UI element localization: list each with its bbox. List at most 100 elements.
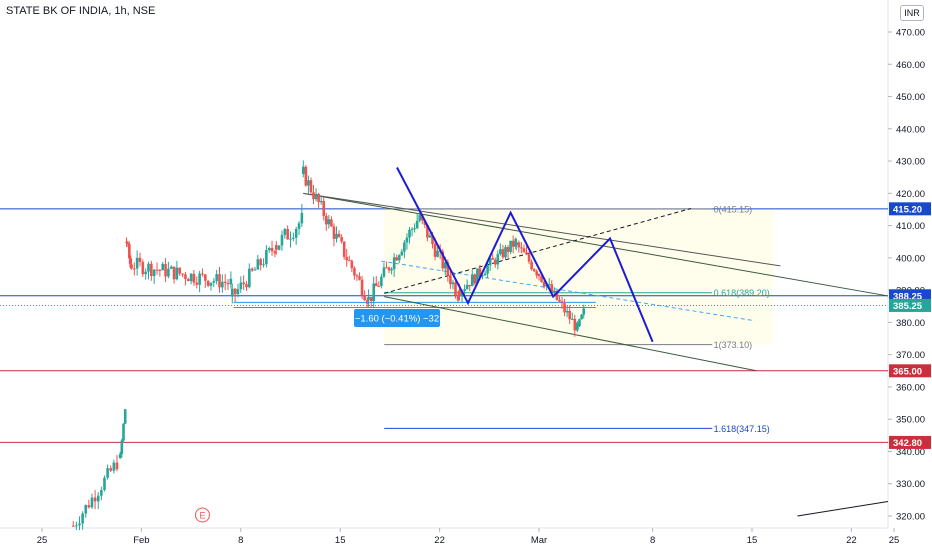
y-tick-label: 410.00 — [896, 221, 925, 232]
candle-body — [141, 261, 145, 275]
candle-body — [304, 166, 308, 186]
candle-body — [449, 275, 452, 285]
y-tick-label: 400.00 — [896, 253, 925, 264]
candle-body — [547, 284, 551, 286]
trend-line[interactable] — [797, 500, 889, 517]
candle-body — [535, 271, 539, 276]
candle-body — [317, 193, 320, 203]
candle-body — [155, 269, 159, 271]
candle-body — [297, 223, 301, 229]
x-tick-label: 22 — [846, 535, 857, 546]
y-tick-label: 470.00 — [896, 27, 925, 38]
candle-body — [576, 326, 579, 329]
candle-body — [71, 525, 75, 527]
candle-body — [158, 269, 162, 271]
candle-body — [130, 264, 133, 269]
candle-body — [560, 301, 564, 304]
candle-body — [511, 240, 515, 247]
candle-body — [120, 440, 124, 455]
y-tick-label: 360.00 — [896, 382, 925, 393]
candle-body — [426, 224, 429, 238]
candle-body — [122, 423, 125, 441]
candle-body — [400, 251, 404, 256]
fib-level-label: 0(415.15) — [714, 204, 753, 214]
candle-body — [504, 247, 507, 258]
midline-dashed[interactable] — [381, 260, 755, 322]
candle-body — [178, 267, 182, 274]
candle-body — [403, 242, 406, 252]
candle-body — [292, 237, 295, 239]
currency-button[interactable]: INR — [900, 5, 924, 21]
candle-body — [443, 262, 447, 269]
candle-body — [319, 200, 323, 203]
candle-body — [259, 259, 262, 266]
candle-body — [501, 249, 505, 258]
candle-body — [322, 200, 326, 217]
candle-body — [441, 251, 445, 269]
measure-badge[interactable] — [354, 309, 440, 327]
candle-body — [172, 266, 176, 280]
candle-body — [540, 276, 543, 282]
candle-body — [301, 166, 305, 174]
channel-lower-line[interactable] — [384, 296, 757, 372]
candle-body — [209, 282, 213, 286]
candle-body — [517, 242, 521, 248]
candle-body — [550, 284, 554, 293]
channel-upper-line[interactable] — [303, 192, 781, 267]
candle-body — [347, 260, 351, 262]
x-tick-label: 25 — [37, 535, 48, 546]
candle-body — [93, 497, 97, 502]
price-label-text: 342.80 — [893, 438, 922, 449]
candle-body — [520, 247, 523, 249]
candle-body — [580, 314, 583, 320]
candle-body — [147, 263, 150, 272]
candle-body — [270, 247, 274, 252]
y-tick-label: 370.00 — [896, 350, 925, 361]
candle-body — [245, 284, 248, 288]
candle-body — [96, 495, 100, 502]
candle-body — [530, 261, 533, 270]
candle-body — [380, 276, 383, 287]
y-tick-label: 320.00 — [896, 512, 925, 523]
candle-body — [413, 228, 416, 230]
candle-body — [289, 238, 292, 240]
candle-body — [286, 229, 289, 240]
candle-body — [256, 259, 260, 270]
candle-body — [481, 275, 484, 277]
candle-body — [294, 228, 298, 238]
y-tick-label: 340.00 — [896, 447, 925, 458]
candle-body — [267, 247, 271, 251]
candle-body — [181, 273, 184, 275]
candle-body — [280, 234, 284, 246]
candle-body — [514, 242, 518, 245]
candle-body — [436, 250, 439, 257]
candle-body — [360, 279, 364, 296]
candle-body — [133, 268, 136, 270]
fib-level-label: 1.618(347.15) — [714, 424, 770, 434]
price-label-text: 385.25 — [893, 301, 923, 312]
earnings-marker-icon[interactable] — [194, 507, 210, 523]
candle-body — [135, 257, 139, 269]
channel-upper-line[interactable] — [303, 192, 889, 297]
price-label-badge — [889, 202, 931, 216]
candle-body — [568, 310, 571, 320]
candle-body — [570, 318, 574, 320]
candle-body — [506, 247, 510, 252]
candle-body — [109, 468, 113, 471]
candle-body — [233, 288, 237, 295]
price-label-text: 415.20 — [893, 204, 922, 215]
candle-body — [307, 180, 310, 186]
candle-body — [312, 192, 315, 200]
fib-level-label: 0.618(389.20) — [714, 288, 770, 298]
candle-body — [537, 273, 541, 277]
candle-body — [460, 291, 464, 297]
candle-body — [397, 255, 401, 261]
candle-body — [431, 235, 434, 245]
candle-body — [223, 281, 227, 283]
candle-body — [184, 274, 187, 280]
pattern-zigzag[interactable] — [396, 167, 654, 343]
candle-body — [138, 257, 142, 262]
candle-body — [273, 251, 277, 254]
candle-body — [418, 214, 422, 220]
